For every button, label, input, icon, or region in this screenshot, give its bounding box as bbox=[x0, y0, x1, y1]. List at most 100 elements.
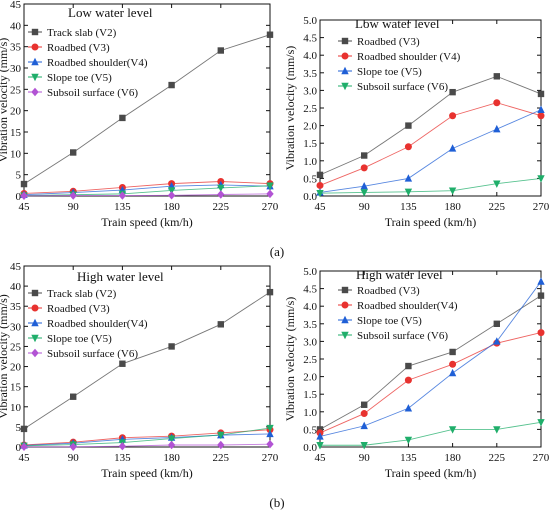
x-tick-label: 270 bbox=[262, 452, 279, 464]
data-point bbox=[69, 442, 77, 451]
legend-label: Roadbed shoulder (V4) bbox=[357, 51, 461, 63]
series-line bbox=[23, 429, 271, 446]
data-point bbox=[493, 124, 501, 133]
data-point bbox=[360, 189, 368, 197]
y-tick-label: 0 bbox=[16, 191, 22, 203]
data-point bbox=[20, 180, 28, 188]
data-point bbox=[266, 31, 274, 38]
data-point bbox=[360, 410, 368, 418]
y-tick-label: 30 bbox=[10, 63, 22, 75]
x-tick-label: 90 bbox=[359, 201, 371, 213]
legend-marker bbox=[341, 66, 349, 75]
legend-entry-5: Subsoil surface (V6) bbox=[28, 87, 138, 99]
legend-entry-1: Track slab (V2) bbox=[28, 288, 117, 300]
data-point bbox=[361, 152, 368, 159]
legend-entry-4: Subsoil surface (V6) bbox=[338, 330, 448, 342]
series-2 bbox=[316, 99, 545, 189]
legend-entry-4: Subsoil surface (V6) bbox=[338, 81, 448, 93]
chart-title: Low water level bbox=[355, 16, 440, 31]
y-axis-label: Vibration velocity (mm/s) bbox=[0, 294, 10, 419]
legend-entry-5: Subsoil surface (V6) bbox=[28, 348, 138, 360]
legend-entry-4: Slope toe (V5) bbox=[28, 72, 112, 84]
data-point bbox=[119, 114, 126, 122]
data-point bbox=[537, 292, 545, 299]
x-tick-label: 225 bbox=[489, 201, 506, 213]
y-tick-label: 35 bbox=[10, 42, 22, 54]
plot-frame bbox=[23, 265, 271, 448]
data-point bbox=[266, 439, 274, 449]
data-point bbox=[448, 187, 457, 195]
data-point bbox=[493, 73, 500, 80]
legend-label: Roadbed (V3) bbox=[47, 42, 110, 54]
data-point bbox=[217, 184, 225, 193]
x-tick-label: 45 bbox=[19, 452, 31, 464]
legend-entry-3: Slope toe (V5) bbox=[338, 66, 422, 78]
series-line bbox=[319, 295, 542, 430]
series-4 bbox=[316, 175, 545, 198]
data-point bbox=[537, 175, 545, 183]
data-point bbox=[404, 188, 413, 196]
data-point bbox=[266, 182, 274, 190]
x-tick-label: 90 bbox=[359, 452, 371, 464]
x-tick-label: 135 bbox=[114, 201, 131, 213]
data-point bbox=[118, 191, 127, 200]
data-point bbox=[70, 393, 77, 400]
legend-entry-1: Roadbed (V3) bbox=[338, 36, 420, 48]
legend-marker bbox=[341, 37, 349, 45]
x-tick-label: 135 bbox=[400, 201, 417, 213]
x-tick-label: 270 bbox=[533, 452, 550, 464]
x-tick-label: 45 bbox=[315, 201, 327, 213]
series-5 bbox=[20, 189, 274, 200]
legend-label: Slope toe (V5) bbox=[357, 315, 422, 327]
y-tick-label: 1.0 bbox=[303, 407, 317, 419]
data-point bbox=[20, 442, 28, 451]
legend-marker bbox=[341, 331, 349, 340]
data-point bbox=[217, 190, 225, 199]
y-tick-label: 0 bbox=[16, 442, 22, 454]
legend-label: Roadbed shoulder(V4) bbox=[357, 300, 458, 312]
data-point bbox=[167, 187, 176, 195]
data-point bbox=[404, 436, 413, 445]
series-4 bbox=[316, 419, 545, 450]
data-point bbox=[20, 191, 28, 200]
data-point bbox=[266, 288, 274, 296]
x-tick-label: 45 bbox=[19, 201, 31, 213]
legend-marker bbox=[31, 304, 39, 312]
legend-label: Slope toe (V5) bbox=[47, 72, 112, 84]
y-tick-label: 5 bbox=[16, 422, 22, 434]
chart-panel-3: 0 5 10 15 20 25 30 35 40 45 45 90 135 180 225 270 Train … bbox=[0, 261, 279, 480]
y-tick-label: 4.5 bbox=[303, 284, 317, 296]
data-point bbox=[167, 435, 176, 443]
data-point bbox=[449, 112, 457, 120]
series-line bbox=[24, 443, 271, 448]
y-tick-label: 15 bbox=[10, 382, 22, 394]
legend-label: Roadbed (V3) bbox=[357, 36, 420, 48]
y-tick-label: 25 bbox=[10, 84, 22, 96]
data-point bbox=[360, 421, 368, 430]
data-point bbox=[316, 171, 324, 179]
legend-label: Roadbed (V3) bbox=[47, 303, 110, 315]
series-1 bbox=[316, 292, 545, 433]
data-point bbox=[316, 442, 324, 450]
data-point bbox=[449, 88, 456, 96]
data-point bbox=[316, 189, 324, 198]
y-tick-label: 5.0 bbox=[303, 15, 317, 27]
series-5 bbox=[20, 439, 274, 451]
data-point bbox=[316, 426, 324, 433]
y-axis-label: Vibration velocity (mm/s) bbox=[0, 38, 10, 163]
y-tick-label: 10 bbox=[10, 148, 22, 160]
series-line bbox=[23, 193, 271, 197]
data-point bbox=[405, 362, 412, 370]
chart-panel-4: 0.0 0.5 1.0 1.5 2.0 2.5 3.0 3.5 4.0 4.5 5.0 45 90 135… bbox=[283, 266, 550, 480]
legend-label: Subsoil surface (V6) bbox=[357, 330, 448, 342]
data-point bbox=[448, 426, 457, 434]
plot-frame bbox=[23, 3, 271, 197]
legend-entry-2: Roadbed (V3) bbox=[28, 42, 110, 54]
chart-panel-1: 0 5 10 15 20 25 30 35 40 45 45 90 135 180 225 270 Train … bbox=[0, 0, 279, 229]
y-tick-label: 3.5 bbox=[303, 68, 317, 80]
data-point bbox=[69, 191, 77, 200]
legend-marker bbox=[341, 301, 349, 309]
y-tick-label: 3.0 bbox=[303, 336, 317, 348]
series-1 bbox=[316, 73, 545, 179]
data-point bbox=[537, 277, 545, 285]
